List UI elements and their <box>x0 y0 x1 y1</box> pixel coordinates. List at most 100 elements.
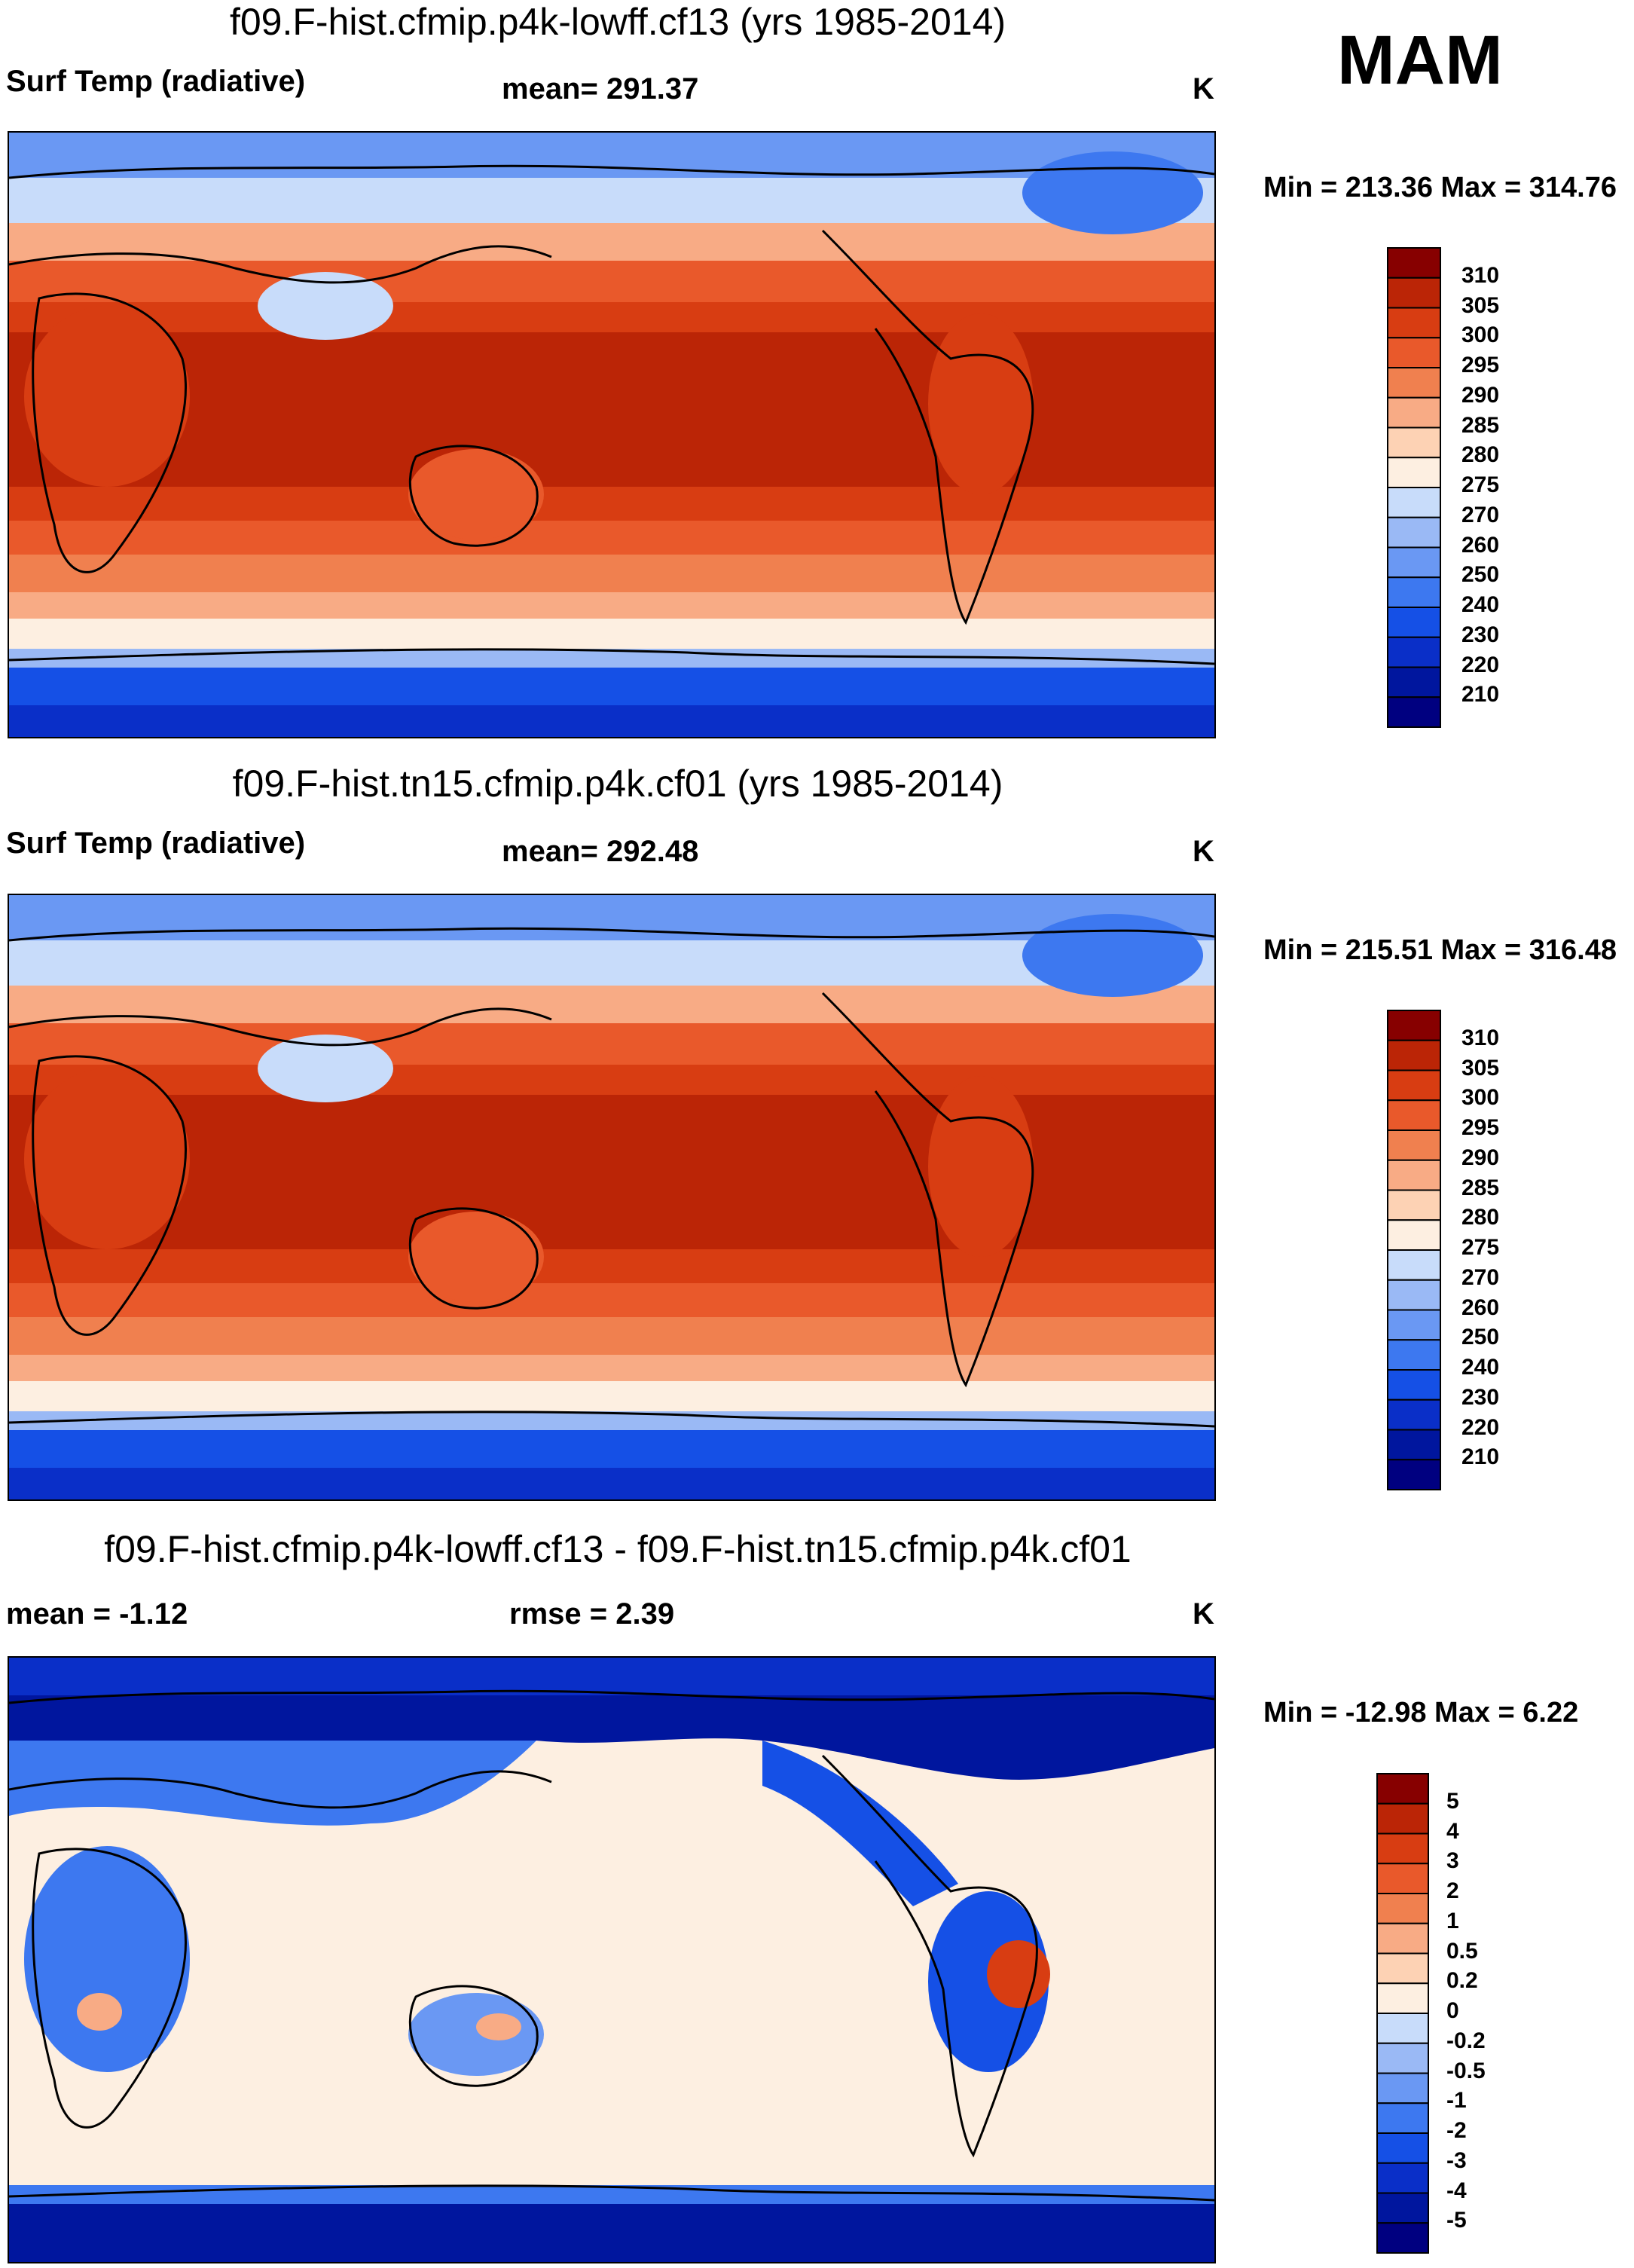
map-1-warm-s <box>9 521 1214 558</box>
colorbar-1-segment <box>1387 457 1441 488</box>
colorbar-2-label: 300 <box>1461 1085 1500 1111</box>
panel-1-variable-label: Surf Temp (radiative) <box>6 65 306 98</box>
colorbar-2-segment <box>1387 1429 1441 1461</box>
colorbar-3-segment <box>1376 1832 1429 1865</box>
map-3-coast-australia <box>408 1985 539 2087</box>
colorbar-3-label: 0.5 <box>1446 1938 1478 1964</box>
colorbar-2-segment <box>1387 1189 1441 1221</box>
map-2-south-america <box>928 1076 1034 1257</box>
map-2-arctic <box>9 895 1214 948</box>
map-1-cool-s <box>9 592 1214 622</box>
map-3-australia-warm <box>476 2013 521 2040</box>
colorbar-3-label: 0.2 <box>1446 1968 1478 1994</box>
colorbar-3-segment <box>1376 2162 1429 2194</box>
colorbar-2-segment <box>1387 1249 1441 1281</box>
colorbar-2-label: 305 <box>1461 1055 1500 1081</box>
panel-3-map <box>8 1656 1216 2263</box>
map-3-coast-antarctica <box>9 2184 1214 2202</box>
colorbar-3-segment <box>1376 1773 1429 1805</box>
colorbar-1-label: 295 <box>1461 353 1500 377</box>
colorbar-1-label: 270 <box>1461 502 1500 527</box>
map-3-midlat-land <box>9 1741 536 1826</box>
map-1-tibet <box>258 272 393 340</box>
season-label: MAM <box>1337 22 1503 99</box>
panel-3-rmse-label: rmse = 2.39 <box>509 1597 675 1631</box>
colorbar-2-segment <box>1387 1159 1441 1191</box>
colorbar-2-label: 295 <box>1461 1115 1500 1140</box>
map-2-coast-americas <box>821 992 1034 1388</box>
colorbar-3-segment <box>1376 2102 1429 2134</box>
colorbar-3-label: 2 <box>1446 1878 1459 1903</box>
colorbar-1-segment <box>1387 487 1441 518</box>
colorbar-3-label: 5 <box>1446 1788 1459 1814</box>
colorbar-1-segment <box>1387 337 1441 368</box>
map-1-warm-n <box>9 261 1214 306</box>
map-3-africa <box>24 1846 190 2072</box>
colorbar-3-segment <box>1376 2013 1429 2044</box>
map-3-antarctic <box>9 2204 1214 2262</box>
colorbar-3-segment <box>1376 2042 1429 2074</box>
map-1-cold-s <box>9 619 1214 653</box>
panel-1-map-svg <box>9 133 1214 737</box>
colorbar-3-segment <box>1376 1863 1429 1894</box>
colorbar-2-label: 260 <box>1461 1294 1500 1320</box>
panel-3-units: K <box>1193 1597 1214 1631</box>
colorbar-3-segment <box>1376 2192 1429 2224</box>
map-2-coast-africa <box>32 1055 187 1336</box>
colorbar-2-label: 230 <box>1461 1384 1500 1410</box>
colorbar-1-segment <box>1387 367 1441 399</box>
map-2-coast-australia <box>408 1207 539 1310</box>
colorbar-1-label: 305 <box>1461 292 1500 318</box>
colorbar-1-segment <box>1387 636 1441 668</box>
colorbar-2-segment <box>1387 1279 1441 1311</box>
panel-2-minmax: Min = 215.51 Max = 316.48 <box>1263 934 1617 966</box>
map-3-australia <box>408 1993 544 2076</box>
colorbar-3-segment <box>1376 2132 1429 2164</box>
colorbar-2-label: 240 <box>1461 1355 1500 1380</box>
panel-1-colorbar <box>1386 246 1446 732</box>
colorbar-2-label: 285 <box>1461 1175 1500 1200</box>
panel-3-minmax: Min = -12.98 Max = 6.22 <box>1263 1697 1579 1729</box>
map-2-coast-antarctica <box>9 1411 1214 1428</box>
map-3-eurasia-cold <box>9 1695 1214 1780</box>
colorbar-1-label: 285 <box>1461 412 1500 438</box>
map-1-coast-antarctica <box>9 648 1214 665</box>
colorbar-1-label: 300 <box>1461 322 1500 348</box>
colorbar-2-label: 310 <box>1461 1025 1500 1050</box>
map-1-coast-eurasia <box>9 245 552 284</box>
colorbar-3-label: -5 <box>1446 2208 1467 2233</box>
colorbar-3-label: -4 <box>1446 2178 1467 2203</box>
colorbar-3-label: -3 <box>1446 2147 1467 2173</box>
panel-1-mean-label: mean= 291.37 <box>502 72 699 105</box>
map-3-africa-warm <box>77 1993 122 2031</box>
colorbar-1-segment <box>1387 307 1441 339</box>
map-3-coast-americas <box>821 1754 1038 2158</box>
map-2-coast-north <box>9 927 1214 942</box>
colorbar-3-segment <box>1376 1893 1429 1924</box>
colorbar-2-segment <box>1387 1459 1441 1490</box>
map-1-greenland <box>1022 151 1203 234</box>
map-1-africa <box>24 306 190 487</box>
map-1-coast-australia <box>408 445 539 547</box>
map-1-antarctic-interior <box>9 705 1214 737</box>
colorbar-2-segment <box>1387 1099 1441 1131</box>
colorbar-3-segment <box>1376 1982 1429 2014</box>
map-1-australia <box>408 449 544 539</box>
colorbar-2-segment <box>1387 1039 1441 1071</box>
map-2-mild-s <box>9 1317 1214 1359</box>
panel-3-mean-label: mean = -1.12 <box>6 1597 188 1631</box>
map-2-warm-n <box>9 1023 1214 1068</box>
colorbar-1-label: 230 <box>1461 622 1500 647</box>
map-3-coast-africa <box>32 1848 187 2129</box>
map-2-warm-s <box>9 1283 1214 1321</box>
panel-3-map-svg <box>9 1658 1214 2262</box>
map-3-north-america <box>762 1741 958 1906</box>
map-3-coast-north <box>9 1689 1214 1704</box>
colorbar-3-segment <box>1376 2222 1429 2254</box>
colorbar-1-label: 260 <box>1461 532 1500 558</box>
colorbar-1-segment <box>1387 396 1441 429</box>
colorbar-2-segment <box>1387 1010 1441 1041</box>
map-1-coast-americas <box>821 229 1034 625</box>
panel-1-map <box>8 131 1216 738</box>
panel-2-colorbar <box>1386 1009 1446 1495</box>
